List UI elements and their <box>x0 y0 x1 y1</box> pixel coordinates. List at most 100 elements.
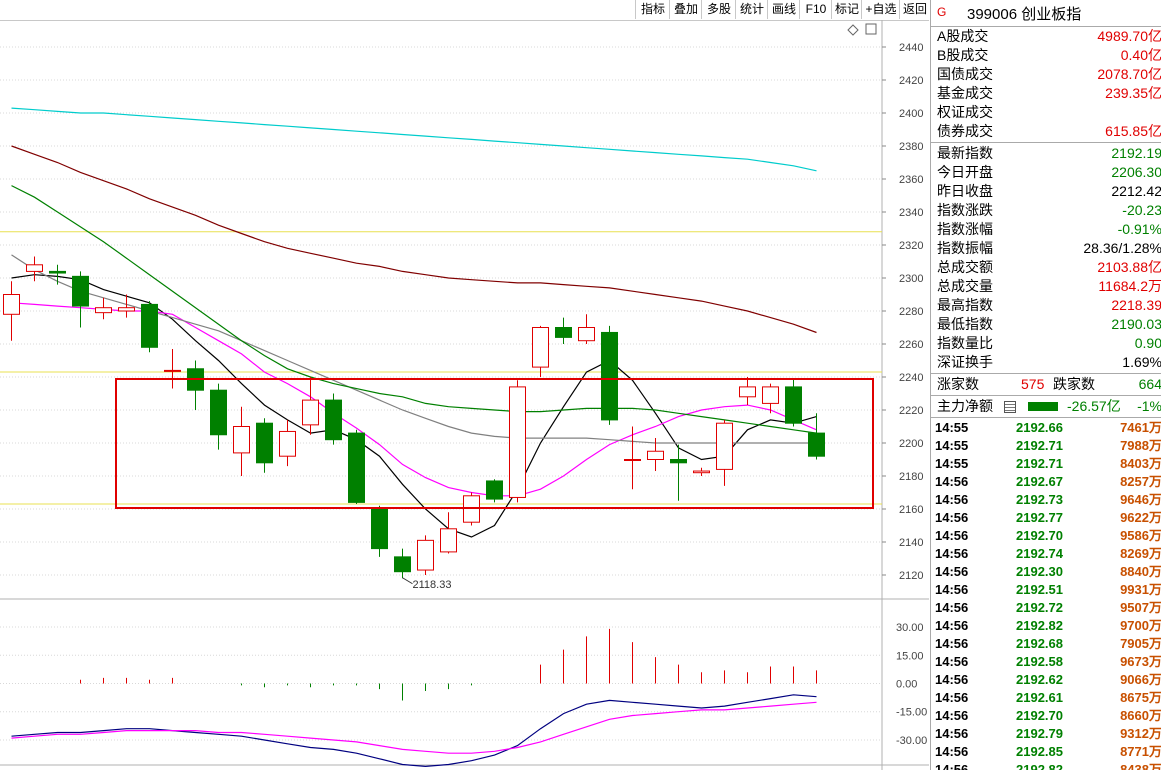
volume-row: 权证成交 <box>931 103 1161 122</box>
tick-volume: 8403万 <box>1120 456 1161 471</box>
candle-33 <box>762 383 779 414</box>
tick-price: 2192.82 <box>1016 618 1063 633</box>
candle-19 <box>440 512 457 554</box>
tick-price: 2192.77 <box>1016 510 1063 525</box>
ma-line-1 <box>11 302 817 497</box>
tick-time: 14:55 <box>935 438 969 453</box>
tick-row: 14:56 2192.82 9700万 <box>931 617 1161 635</box>
candle-body <box>532 327 549 368</box>
candle-29 <box>670 444 687 501</box>
tick-row: 14:56 2192.74 8269万 <box>931 545 1161 563</box>
tick-row: 14:56 2192.77 9622万 <box>931 509 1161 527</box>
candle-body <box>72 275 89 307</box>
stat-label: 指数涨跌 <box>937 202 993 218</box>
price-axis-label: 2420 <box>899 75 923 87</box>
fall-label: 跌家数 <box>1053 376 1095 392</box>
tick-time: 14:56 <box>935 618 969 633</box>
divider <box>931 142 1161 143</box>
volume-row: 债券成交 615.85亿 <box>931 122 1161 141</box>
stat-value: 1.69% <box>1122 354 1161 370</box>
tick-time: 14:56 <box>935 708 969 723</box>
tick-time: 14:56 <box>935 564 969 579</box>
tick-time: 14:56 <box>935 546 969 561</box>
tick-time: 14:55 <box>935 420 969 435</box>
price-axis-label: 2180 <box>899 471 923 483</box>
candle-body <box>3 294 20 315</box>
candle-body <box>716 422 733 470</box>
candle-body <box>670 459 687 464</box>
candle-body <box>348 432 365 503</box>
fall-count: 664 <box>1138 376 1161 392</box>
candle-27 <box>624 426 641 490</box>
stat-value: 2103.88亿 <box>1097 259 1161 275</box>
stat-value: 2206.30 <box>1111 164 1161 180</box>
toolbar-button-5[interactable]: F10 <box>799 0 832 19</box>
index-row: 指数量比 0.90 <box>931 334 1161 353</box>
tick-price: 2192.67 <box>1016 474 1063 489</box>
candle-35 <box>808 413 825 460</box>
stat-value: 4989.70亿 <box>1097 28 1161 44</box>
candle-7 <box>164 348 181 389</box>
candle-body <box>394 556 411 573</box>
toolbar-button-2[interactable]: 多股 <box>701 0 736 19</box>
price-axis-label: 2400 <box>899 108 923 120</box>
candle-body <box>164 369 181 372</box>
candle-body <box>302 399 319 426</box>
candlestick-chart[interactable]: 2460 2440 2420 2400 2380 2360 2340 2320 2300 2280… <box>0 20 929 770</box>
tick-time: 14:56 <box>935 762 969 770</box>
candle-body <box>808 432 825 457</box>
candle-8 <box>187 360 204 410</box>
rise-count: 575 <box>1021 376 1045 392</box>
toolbar-button-0[interactable]: 指标 <box>635 0 670 19</box>
dif-line <box>11 694 817 768</box>
tick-price: 2192.70 <box>1016 708 1063 723</box>
candle-32 <box>739 377 756 406</box>
tick-row: 14:55 2192.66 7461万 <box>931 419 1161 437</box>
index-row: 指数涨幅 -0.91% <box>931 220 1161 239</box>
net-flow-label: 主力净额 <box>937 398 993 414</box>
tick-volume: 9507万 <box>1120 600 1161 615</box>
chart-toolbar: 指标 叠加 多股 统计 画线 F10 标记 +自选 返回 <box>0 0 929 21</box>
candle-body <box>624 459 641 461</box>
toolbar-button-8[interactable]: 返回 <box>899 0 930 19</box>
index-row: 最高指数 2218.39 <box>931 296 1161 315</box>
tick-price: 2192.72 <box>1016 600 1063 615</box>
divider <box>931 417 1161 418</box>
grid-icon[interactable] <box>1004 401 1016 413</box>
candle-1 <box>26 256 43 282</box>
candle-0 <box>3 281 20 341</box>
tick-price: 2192.62 <box>1016 672 1063 687</box>
breadth-row: 涨家数 575 跌家数 664 <box>931 375 1161 394</box>
volume-row: A股成交 4989.70亿 <box>931 27 1161 46</box>
toolbar-button-6[interactable]: 标记 <box>831 0 862 19</box>
rise-label: 涨家数 <box>937 376 979 392</box>
stat-label: B股成交 <box>937 47 989 63</box>
osc-axis-label: -15.00 <box>896 707 927 719</box>
tick-time: 14:56 <box>935 474 969 489</box>
stat-label: 今日开盘 <box>937 164 993 180</box>
toolbar-button-4[interactable]: 画线 <box>767 0 800 19</box>
candle-21 <box>486 479 503 503</box>
candle-22 <box>509 380 526 503</box>
tick-time: 14:56 <box>935 672 969 687</box>
price-axis-label: 2240 <box>899 372 923 384</box>
candle-28 <box>647 438 664 472</box>
osc-axis-label: 30.00 <box>896 622 924 634</box>
ma-line-5 <box>11 107 817 172</box>
square-icon <box>865 23 877 35</box>
candle-body <box>440 528 457 553</box>
candle-11 <box>256 418 273 473</box>
candle-body <box>785 386 802 424</box>
toolbar-button-1[interactable]: 叠加 <box>669 0 702 19</box>
price-axis-label: 2280 <box>899 306 923 318</box>
toolbar-button-3[interactable]: 统计 <box>735 0 768 19</box>
stat-label: 权证成交 <box>937 104 993 120</box>
toolbar-button-7[interactable]: +自选 <box>861 0 900 19</box>
tick-row: 14:55 2192.71 7988万 <box>931 437 1161 455</box>
tick-volume: 9700万 <box>1120 618 1161 633</box>
tick-volume: 7988万 <box>1120 438 1161 453</box>
tick-price: 2192.79 <box>1016 726 1063 741</box>
tick-row: 14:56 2192.58 9673万 <box>931 653 1161 671</box>
index-row: 指数涨跌 -20.23 <box>931 201 1161 220</box>
index-row: 最低指数 2190.03 <box>931 315 1161 334</box>
